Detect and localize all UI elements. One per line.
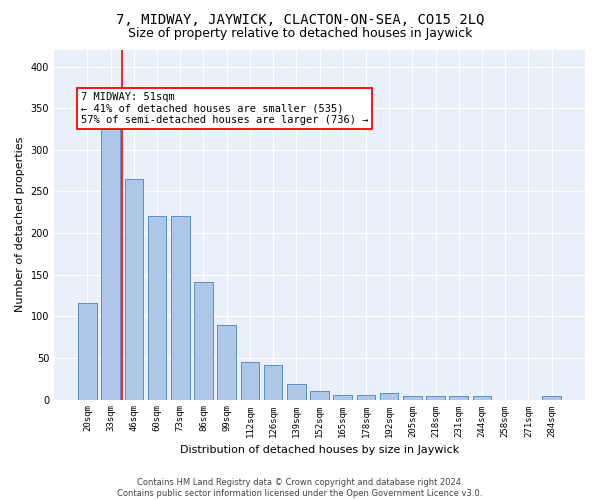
Bar bbox=[125, 179, 143, 400]
Bar bbox=[380, 393, 398, 400]
Bar bbox=[426, 396, 445, 400]
Text: Size of property relative to detached houses in Jaywick: Size of property relative to detached ho… bbox=[128, 28, 472, 40]
Bar bbox=[542, 396, 561, 400]
X-axis label: Distribution of detached houses by size in Jaywick: Distribution of detached houses by size … bbox=[180, 445, 459, 455]
Bar bbox=[171, 216, 190, 400]
Y-axis label: Number of detached properties: Number of detached properties bbox=[15, 137, 25, 312]
Bar bbox=[287, 384, 305, 400]
Bar bbox=[241, 362, 259, 400]
Bar bbox=[101, 125, 120, 400]
Text: Contains HM Land Registry data © Crown copyright and database right 2024.
Contai: Contains HM Land Registry data © Crown c… bbox=[118, 478, 482, 498]
Bar bbox=[194, 282, 213, 400]
Bar bbox=[148, 216, 166, 400]
Text: 7, MIDWAY, JAYWICK, CLACTON-ON-SEA, CO15 2LQ: 7, MIDWAY, JAYWICK, CLACTON-ON-SEA, CO15… bbox=[116, 12, 484, 26]
Bar bbox=[310, 391, 329, 400]
Bar bbox=[264, 364, 283, 400]
Text: 7 MIDWAY: 51sqm
← 41% of detached houses are smaller (535)
57% of semi-detached : 7 MIDWAY: 51sqm ← 41% of detached houses… bbox=[80, 92, 368, 125]
Bar bbox=[217, 324, 236, 400]
Bar bbox=[473, 396, 491, 400]
Bar bbox=[78, 303, 97, 400]
Bar bbox=[449, 396, 468, 400]
Bar bbox=[334, 396, 352, 400]
Bar bbox=[356, 396, 375, 400]
Bar bbox=[403, 396, 422, 400]
